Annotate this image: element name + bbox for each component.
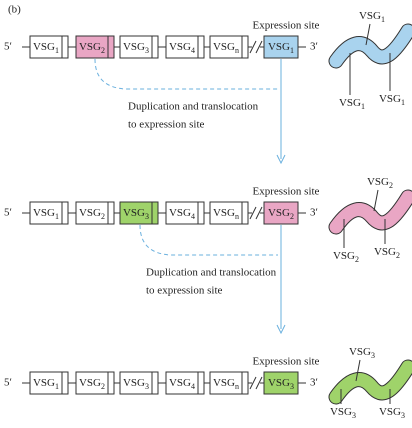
gene-name: VSG [330,406,352,418]
panel-label: (b) [8,4,21,16]
gene-subscript: 2 [389,181,393,190]
coat-label: VSG2 [333,250,359,264]
gene-name: VSG [339,97,361,109]
gene-name: VSG [79,377,101,389]
gene-name: VSG [33,377,55,389]
gene-subscript: 1 [55,46,59,55]
gene-subscript: 3 [401,411,405,420]
gene-subscript: 1 [401,98,405,107]
gene-name: VSG [367,176,389,188]
gene-subscript: 2 [101,382,105,391]
gene-name: VSG [123,377,145,389]
gene-name: VSG [268,207,290,219]
gene-subscript: 1 [55,212,59,221]
site-label: Expression site [253,20,320,32]
gene-subscript: 4 [191,46,195,55]
gene-subscript: 2 [396,251,400,260]
label-pointer [374,190,378,211]
gene-name: VSG [33,41,55,53]
gene-name: VSG [374,246,396,258]
gene-name: VSG [333,250,355,262]
gene-name: VSG [379,93,401,105]
gene-name: VSG [349,346,371,358]
gene-name: VSG [268,377,290,389]
gene-subscript: 1 [290,46,294,55]
gene-subscript: 3 [290,382,294,391]
gene-subscript: 3 [352,411,356,420]
gene-subscript: n [235,212,239,221]
arrow-caption: Duplication and translocation [128,101,259,113]
dashed-path [140,225,278,255]
gene-name: VSG [79,41,101,53]
three-prime: 3′ [310,377,318,389]
gene-name: VSG [213,41,235,53]
coat-label: VSG3 [330,406,356,420]
gene-subscript: 3 [145,46,149,55]
gene-name: VSG [123,207,145,219]
gene-subscript: 4 [191,382,195,391]
gene-subscript: 1 [361,102,365,111]
arrow-caption: to expression site [128,119,204,131]
gene-name: VSG [169,207,191,219]
gene-subscript: 2 [355,255,359,264]
gene-name: VSG [79,207,101,219]
coat-label: VSG3 [349,346,375,360]
arrow-caption: Duplication and translocation [146,267,277,279]
coat-label: VSG2 [374,246,400,260]
gene-name: VSG [359,10,381,22]
coat-label: VSG2 [367,176,393,190]
gene-name: VSG [169,41,191,53]
site-label: Expression site [253,186,320,198]
gene-subscript: n [235,382,239,391]
five-prime: 5′ [4,207,12,219]
gene-name: VSG [268,41,290,53]
gene-subscript: 2 [101,212,105,221]
gene-name: VSG [169,377,191,389]
gene-subscript: 4 [191,212,195,221]
three-prime: 3′ [310,41,318,53]
gene-subscript: 3 [145,382,149,391]
gene-subscript: n [235,46,239,55]
dashed-path [95,59,278,89]
gene-name: VSG [33,207,55,219]
coat-label: VSG1 [339,97,365,111]
gene-name: VSG [213,207,235,219]
gene-name: VSG [213,377,235,389]
diagram: (b) 5′3′VSG1VSG2VSG3VSG4VSGnVSG1Expressi… [0,0,412,423]
gene-subscript: 3 [371,351,375,360]
three-prime: 3′ [310,207,318,219]
gene-subscript: 2 [290,212,294,221]
coat-label: VSG3 [379,406,405,420]
five-prime: 5′ [4,41,12,53]
gene-subscript: 3 [145,212,149,221]
five-prime: 5′ [4,377,12,389]
gene-subscript: 1 [381,15,385,24]
gene-name: VSG [123,41,145,53]
arrow-caption: to expression site [146,285,222,297]
coat-label: VSG1 [379,93,405,107]
gene-name: VSG [379,406,401,418]
gene-subscript: 2 [101,46,105,55]
coat-label: VSG1 [359,10,385,24]
gene-subscript: 1 [55,382,59,391]
site-label: Expression site [253,356,320,368]
